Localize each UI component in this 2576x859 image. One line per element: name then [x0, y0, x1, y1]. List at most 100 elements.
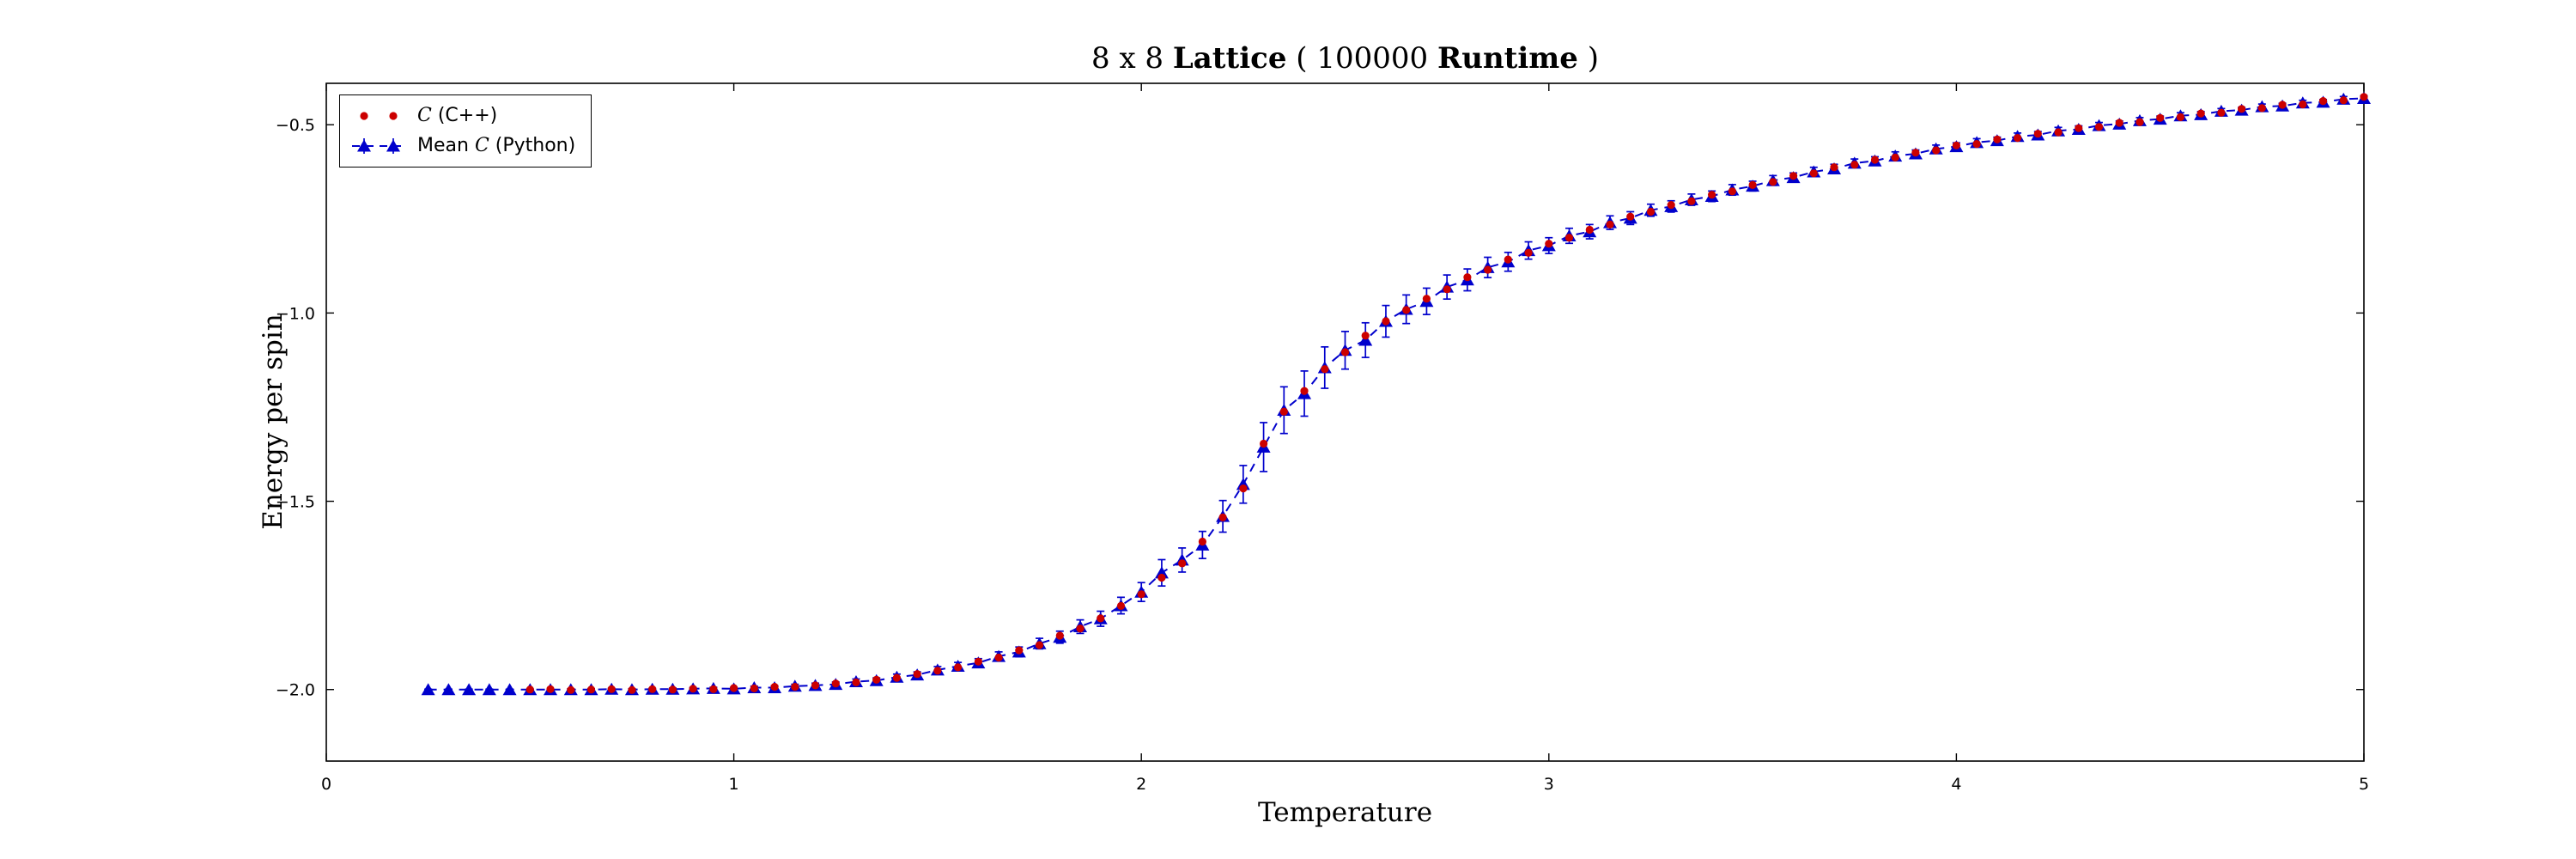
cpp-data-point	[2176, 113, 2184, 121]
legend-entry-python: Mean C (Python)	[349, 133, 575, 159]
x-tick-label: 5	[2359, 775, 2369, 794]
cpp-data-point	[2075, 124, 2083, 132]
y-tick-label: −2.0	[276, 681, 315, 700]
cpp-data-point	[1850, 161, 1859, 169]
y-tick-label: −1.5	[276, 493, 315, 512]
cpp-data-point	[2054, 128, 2063, 137]
legend-box: C (C++) Mean C (Python)	[339, 94, 592, 168]
series-python	[421, 92, 2371, 696]
title-text: ( 100000	[1286, 41, 1437, 76]
cpp-data-point	[1769, 178, 1777, 186]
cpp-data-point	[1340, 348, 1350, 356]
python-data-point	[421, 683, 435, 696]
cpp-data-point	[1321, 365, 1329, 374]
cpp-data-point	[1789, 172, 1798, 180]
cpp-data-point	[2094, 123, 2104, 131]
cpp-data-point	[1422, 295, 1431, 303]
cpp-data-point	[770, 683, 779, 691]
cpp-data-point	[1402, 306, 1411, 314]
cpp-data-point	[2033, 130, 2042, 138]
cpp-data-point	[1218, 513, 1227, 522]
cpp-data-point	[1279, 407, 1288, 416]
cpp-data-point	[2115, 119, 2123, 127]
cpp-data-point	[2217, 108, 2226, 117]
cpp-data-point	[1993, 135, 2002, 143]
x-tick-label: 1	[729, 775, 739, 794]
cpp-data-point	[791, 683, 799, 691]
cpp-data-point	[2278, 101, 2287, 109]
legend-entry-cpp: C (C++)	[349, 103, 575, 129]
python-data-point	[1358, 333, 1373, 346]
python-data-point	[462, 683, 477, 696]
title-text-bold: Runtime	[1437, 41, 1578, 76]
cpp-data-point	[1382, 317, 1390, 326]
python-data-point	[482, 683, 496, 696]
cpp-data-point	[1504, 255, 1512, 264]
cpp-data-point	[526, 685, 534, 694]
x-tick-label: 3	[1544, 775, 1554, 794]
legend-marker-python-triangles	[352, 138, 405, 154]
cpp-data-point	[1361, 332, 1370, 340]
cpp-data-point	[1157, 573, 1166, 582]
cpp-data-point	[730, 684, 738, 692]
cpp-data-point	[1564, 234, 1574, 242]
cpp-data-point	[1809, 169, 1818, 178]
cpp-data-point	[2257, 104, 2266, 113]
cpp-data-point	[1952, 141, 1960, 149]
cpp-data-point	[1545, 240, 1553, 248]
cpp-data-point	[546, 685, 555, 693]
cpp-data-point	[1748, 180, 1757, 189]
cpp-data-point	[1911, 149, 1920, 157]
cpp-data-point	[1932, 146, 1941, 155]
legend-triangle	[386, 139, 400, 152]
x-tick-label: 2	[1136, 775, 1146, 794]
cpp-data-point	[1097, 614, 1105, 623]
x-tick-label: 4	[1951, 775, 1961, 794]
cpp-data-point	[1708, 191, 1716, 199]
cpp-data-point	[831, 679, 840, 688]
cpp-data-point	[933, 667, 942, 675]
cpp-data-point	[2156, 113, 2165, 122]
legend-label-text: (C++)	[431, 105, 498, 126]
cpp-data-point	[2238, 105, 2246, 113]
cpp-data-point	[1463, 273, 1472, 282]
legend-dot	[360, 112, 368, 120]
python-dashed-line	[428, 97, 2365, 691]
cpp-data-point	[1015, 646, 1024, 655]
cpp-data-point	[1687, 197, 1696, 205]
cpp-data-point	[668, 685, 677, 694]
legend-label-python: Mean C (Python)	[417, 133, 575, 159]
cpp-data-point	[586, 685, 596, 694]
python-data-point	[441, 683, 456, 696]
cpp-data-point	[1870, 155, 1880, 164]
cpp-data-point	[689, 685, 697, 693]
x-tick-label: 0	[321, 775, 331, 794]
cpp-data-point	[872, 675, 881, 684]
cpp-data-point	[954, 663, 963, 672]
cpp-data-point	[974, 657, 982, 666]
cpp-data-point	[567, 685, 575, 694]
cpp-data-point	[1972, 140, 1981, 149]
plot-frame	[325, 82, 2365, 762]
cpp-data-point	[1484, 265, 1492, 274]
python-data-point	[1154, 566, 1169, 579]
cpp-data-point	[1667, 201, 1675, 210]
cpp-data-point	[994, 653, 1003, 662]
cpp-data-point	[1646, 207, 1656, 216]
cpp-data-point	[628, 685, 636, 694]
series-cpp	[526, 93, 2368, 694]
cpp-data-point	[709, 685, 718, 693]
cpp-data-point	[1728, 187, 1736, 196]
cpp-data-point	[1524, 248, 1533, 257]
legend-label-cpp: C (C++)	[417, 103, 497, 129]
cpp-data-point	[1830, 163, 1838, 172]
legend-label-text: Mean	[417, 135, 475, 156]
cpp-data-point	[1035, 641, 1044, 649]
cpp-data-point	[1116, 601, 1126, 611]
y-axis-label: Energy per spin	[258, 314, 289, 530]
title-text: 8 x 8	[1091, 41, 1173, 76]
legend-dot	[389, 112, 398, 120]
cpp-data-point	[892, 673, 901, 682]
